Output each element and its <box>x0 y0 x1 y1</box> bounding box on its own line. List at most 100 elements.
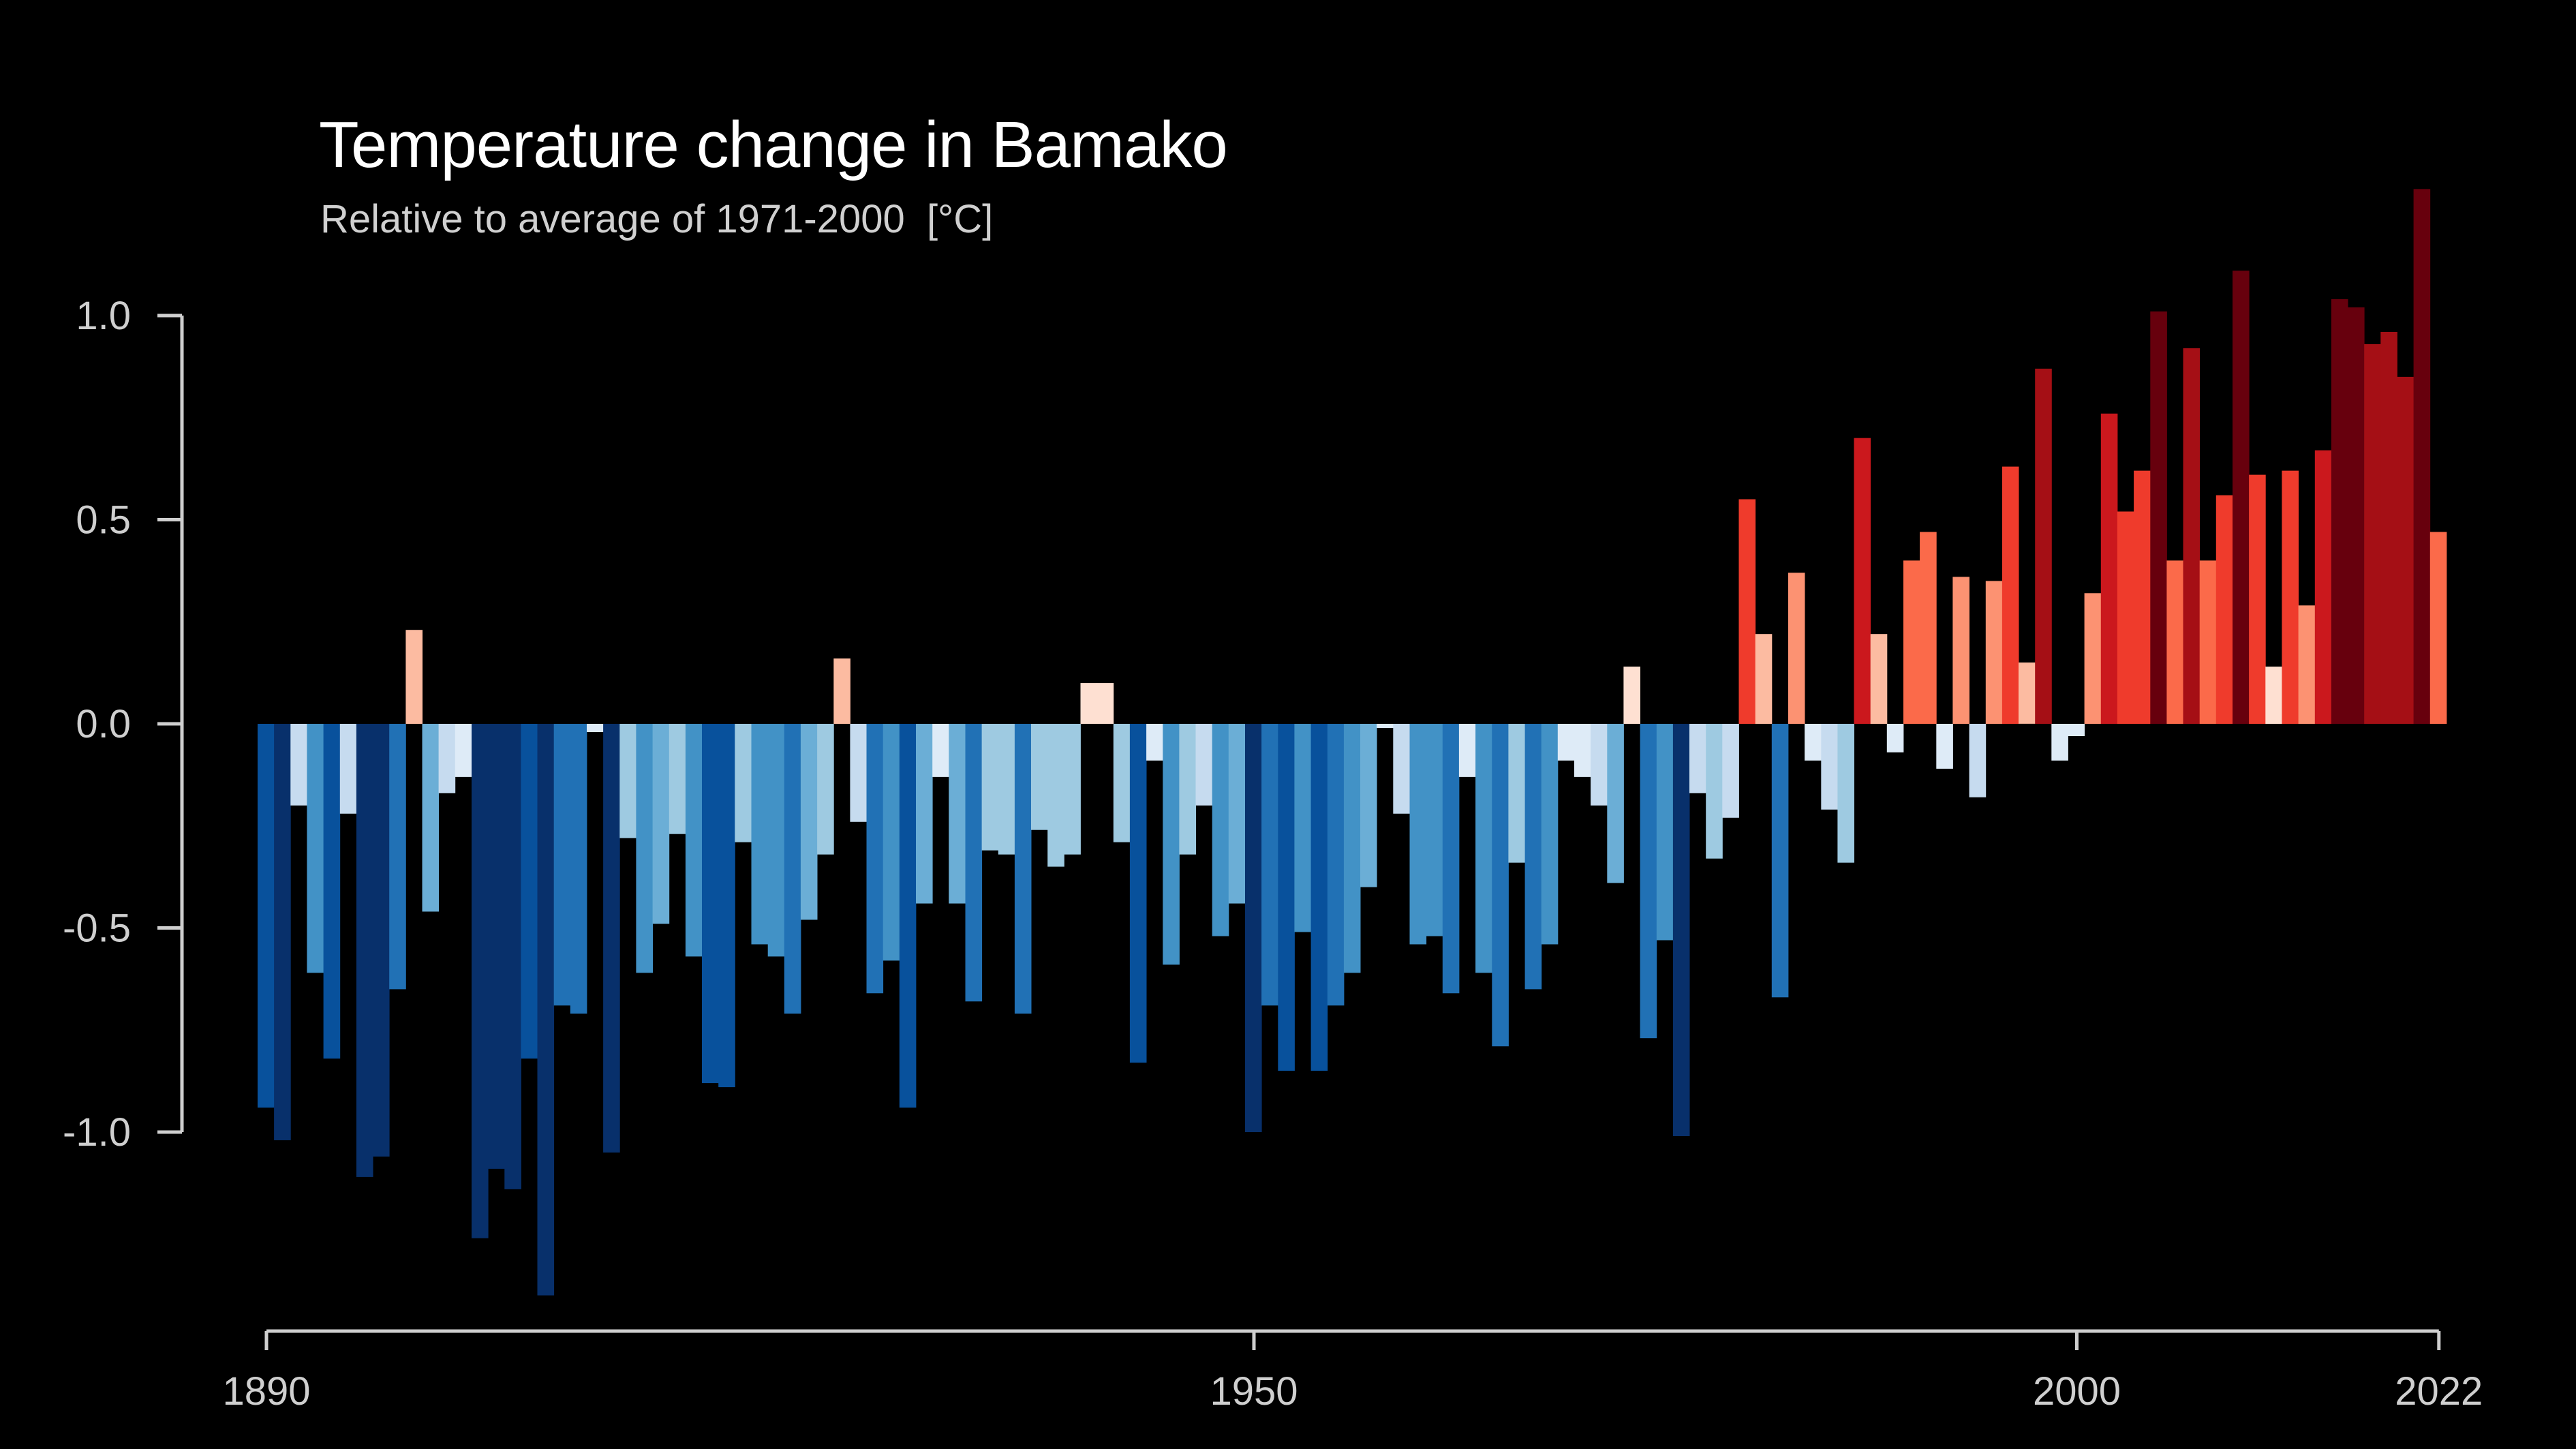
bar-2016 <box>2331 299 2348 724</box>
bar-1982 <box>1771 724 1789 998</box>
bar-2014 <box>2298 605 2316 724</box>
bar-2015 <box>2314 450 2332 724</box>
bar-1986 <box>1837 724 1854 863</box>
y-tick-label: -1.0 <box>63 1110 131 1155</box>
y-tick-label: 0.0 <box>76 702 131 746</box>
bar-1979 <box>1722 724 1739 818</box>
bar-1964 <box>1475 724 1492 973</box>
bar-1963 <box>1458 724 1476 777</box>
bar-1929 <box>899 724 917 1108</box>
bar-2005 <box>2150 311 2167 724</box>
bar-1907 <box>537 724 555 1296</box>
bar-1915 <box>669 724 686 834</box>
bar-1952 <box>1278 724 1295 1071</box>
bar-1942 <box>1113 724 1131 842</box>
bar-1941 <box>1097 683 1114 724</box>
bar-1988 <box>1870 634 1888 724</box>
bar-1943 <box>1129 724 1147 1063</box>
bar-1996 <box>2002 466 2019 724</box>
bar-1931 <box>932 724 949 777</box>
bar-2017 <box>2348 307 2365 724</box>
bar-1913 <box>636 724 653 973</box>
y-axis: 1.0 0.5 0.0 -0.5 -1.0 <box>63 294 184 1155</box>
bar-1938 <box>1047 724 1064 867</box>
bar-1898 <box>389 724 406 990</box>
bar-1977 <box>1689 724 1706 793</box>
bar-2009 <box>2215 495 2233 724</box>
bar-2011 <box>2249 474 2266 724</box>
bar-1983 <box>1788 573 1805 724</box>
bar-1944 <box>1146 724 1163 761</box>
bar-2003 <box>2117 511 2134 724</box>
bar-1999 <box>2051 724 2068 761</box>
bar-1928 <box>883 724 900 961</box>
x-tick-label: 2000 <box>2033 1369 2121 1414</box>
bar-1998 <box>2035 368 2052 724</box>
bar-1974 <box>1640 724 1657 1039</box>
bar-2004 <box>2134 470 2151 724</box>
bar-2010 <box>2233 271 2250 724</box>
bar-1890 <box>258 724 275 1108</box>
bar-1989 <box>1886 724 1904 752</box>
y-tick-label: 1.0 <box>76 294 131 338</box>
bar-1969 <box>1557 724 1575 761</box>
bar-1990 <box>1903 560 1920 724</box>
bar-1997 <box>2019 662 2036 724</box>
x-tick-label: 2022 <box>2395 1369 2483 1414</box>
bar-1925 <box>833 658 850 724</box>
bar-1936 <box>1014 724 1032 1014</box>
bar-1897 <box>373 724 390 1157</box>
y-tick-label: 0.5 <box>76 498 131 543</box>
bar-1980 <box>1738 499 1756 724</box>
bar-2022 <box>2429 532 2447 724</box>
bar-1894 <box>323 724 341 1059</box>
bar-1962 <box>1442 724 1460 994</box>
bar-1891 <box>274 724 291 1140</box>
bar-2007 <box>2183 348 2201 724</box>
bar-1968 <box>1541 724 1559 945</box>
bar-1987 <box>1854 438 1871 724</box>
bar-1935 <box>998 724 1015 855</box>
bar-1896 <box>356 724 373 1177</box>
bar-1948 <box>1212 724 1229 936</box>
bar-1914 <box>652 724 670 924</box>
bar-1893 <box>307 724 324 973</box>
bar-1905 <box>504 724 521 1189</box>
bar-1916 <box>685 724 703 957</box>
bar-1957 <box>1360 724 1377 887</box>
bar-1922 <box>784 724 801 1014</box>
bar-1921 <box>767 724 785 957</box>
bar-1959 <box>1393 724 1410 814</box>
bar-1940 <box>1080 683 1098 724</box>
chart-subtitle: Relative to average of 1971-2000 [°C] <box>320 197 994 241</box>
bar-1932 <box>949 724 966 904</box>
bar-1956 <box>1343 724 1361 973</box>
bar-1991 <box>1920 532 1937 724</box>
bar-2001 <box>2084 593 2102 724</box>
bar-1978 <box>1706 724 1723 859</box>
bar-1951 <box>1261 724 1278 1006</box>
bar-1903 <box>472 724 489 1238</box>
bar-1917 <box>702 724 719 1084</box>
bar-2019 <box>2380 332 2397 724</box>
bar-1918 <box>718 724 735 1088</box>
bar-1971 <box>1591 724 1608 806</box>
bar-1919 <box>735 724 752 842</box>
bar-1945 <box>1163 724 1180 965</box>
bar-1973 <box>1623 667 1640 724</box>
bar-1976 <box>1672 724 1690 1136</box>
bar-1960 <box>1409 724 1427 945</box>
bar-1904 <box>488 724 505 1169</box>
bar-1954 <box>1310 724 1328 1071</box>
bar-1906 <box>521 724 538 1059</box>
bar-1967 <box>1524 724 1542 990</box>
bar-1930 <box>916 724 933 904</box>
bar-1923 <box>800 724 818 920</box>
bar-1934 <box>981 724 999 851</box>
bar-1902 <box>455 724 472 777</box>
bar-1966 <box>1508 724 1525 863</box>
bar-1995 <box>1985 581 2003 724</box>
bar-1912 <box>619 724 637 838</box>
bar-1958 <box>1377 724 1394 728</box>
